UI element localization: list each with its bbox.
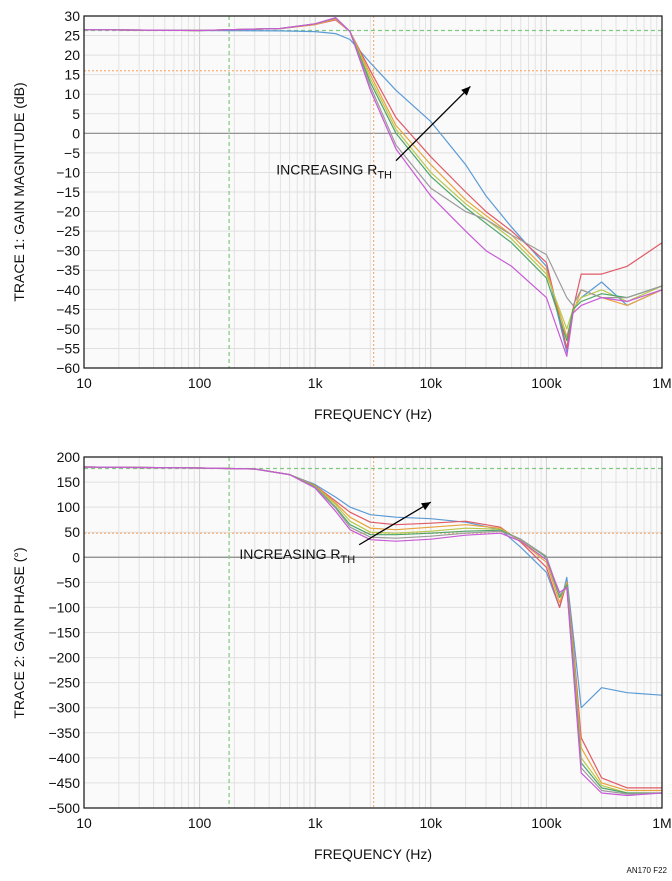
magnitude-y-tick-label: −50 <box>56 321 80 337</box>
magnitude-x-axis-label: FREQUENCY (Hz) <box>314 406 432 422</box>
phase-y-tick-label: −100 <box>48 599 80 615</box>
magnitude-annotation-label: INCREASING RTH <box>276 162 392 182</box>
magnitude-series-line-7 <box>83 17 663 357</box>
phase-annotation-arrow <box>358 501 432 546</box>
magnitude-x-tick-label: 1M <box>652 375 671 391</box>
magnitude-x-tick-label: 1k <box>308 375 324 391</box>
phase-y-tick-label: −300 <box>48 700 80 716</box>
magnitude-y-tick-label: −15 <box>56 184 80 200</box>
magnitude-y-axis-label: TRACE 1: GAIN MAGNITUDE (dB) <box>11 82 27 301</box>
magnitude-x-tick-label: 100 <box>188 375 212 391</box>
phase-y-tick-label: −250 <box>48 675 80 691</box>
phase-annotation-arrowhead <box>421 502 431 511</box>
magnitude-y-tick-label: −20 <box>56 204 80 220</box>
phase-x-tick-label: 1M <box>652 815 671 831</box>
phase-plot-frame <box>83 456 663 809</box>
phase-y-tick-label: 150 <box>57 474 81 490</box>
phase-series-line-7 <box>83 466 663 797</box>
phase-y-tick-label: −200 <box>48 650 80 666</box>
magnitude-y-tick-label: −5 <box>64 145 80 161</box>
magnitude-y-tick-label: 15 <box>64 67 80 83</box>
phase-y-tick-label: −50 <box>56 574 80 590</box>
phase-y-tick-label: 200 <box>57 449 81 465</box>
magnitude-y-tick-label: −40 <box>56 282 80 298</box>
magnitude-y-tick-label: 20 <box>64 47 80 63</box>
magnitude-y-tick-label: −60 <box>56 360 80 376</box>
magnitude-y-tick-label: −25 <box>56 223 80 239</box>
magnitude-y-tick-label: 0 <box>72 125 80 141</box>
magnitude-x-tick-label: 100k <box>531 375 562 391</box>
phase-x-axis-label: FREQUENCY (Hz) <box>314 846 432 862</box>
phase-y-tick-label: −500 <box>48 800 80 816</box>
magnitude-y-tick-label: 10 <box>64 86 80 102</box>
phase-y-tick-label: −150 <box>48 625 80 641</box>
gain-phase-chart: TRACE 2: GAIN PHASE (°) FREQUENCY (Hz) 1… <box>11 449 672 862</box>
phase-x-tick-label: 100 <box>188 815 212 831</box>
magnitude-y-tick-label: −45 <box>56 301 80 317</box>
phase-x-tick-label: 100k <box>531 815 562 831</box>
phase-y-tick-label: −450 <box>48 775 80 791</box>
figure-id: AN170 F22 <box>627 866 668 875</box>
phase-y-tick-label: 50 <box>64 524 80 540</box>
magnitude-y-tick-label: 5 <box>72 106 80 122</box>
magnitude-y-tick-label: −55 <box>56 340 80 356</box>
phase-annotation-label: INCREASING RTH <box>239 546 355 566</box>
phase-y-tick-label: −400 <box>48 750 80 766</box>
phase-y-tick-label: 0 <box>72 549 80 565</box>
magnitude-y-tick-label: 30 <box>64 8 80 24</box>
phase-y-tick-label: −350 <box>48 725 80 741</box>
magnitude-y-tick-label: −10 <box>56 164 80 180</box>
phase-x-tick-label: 1k <box>308 815 324 831</box>
gain-magnitude-chart: TRACE 1: GAIN MAGNITUDE (dB) FREQUENCY (… <box>11 8 672 422</box>
magnitude-plot-frame <box>83 15 663 369</box>
magnitude-y-tick-label: −35 <box>56 262 80 278</box>
magnitude-x-tick-label: 10k <box>420 375 444 391</box>
magnitude-y-tick-label: 25 <box>64 28 80 44</box>
magnitude-annotation-arrowhead <box>461 86 471 96</box>
phase-y-tick-label: 100 <box>57 499 81 515</box>
phase-x-tick-label: 10k <box>420 815 444 831</box>
magnitude-x-tick-label: 10 <box>76 375 92 391</box>
magnitude-y-tick-label: −30 <box>56 243 80 259</box>
phase-x-tick-label: 10 <box>76 815 92 831</box>
magnitude-annotation-arrow <box>395 85 471 162</box>
phase-y-axis-label: TRACE 2: GAIN PHASE (°) <box>11 547 27 718</box>
